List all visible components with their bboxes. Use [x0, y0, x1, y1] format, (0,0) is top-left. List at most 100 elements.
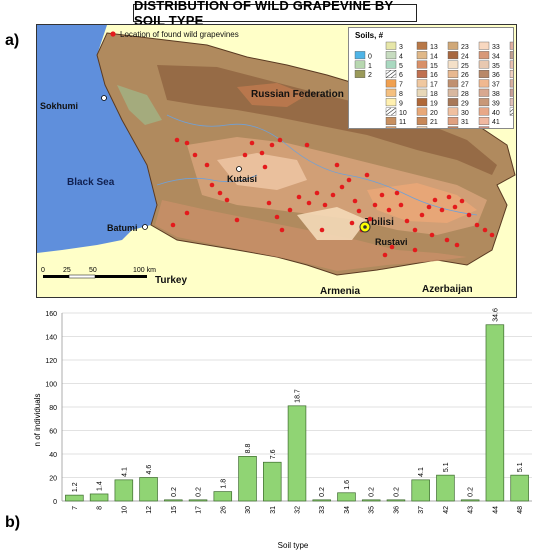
grapevine-point — [217, 190, 223, 196]
black-sea — [37, 25, 157, 253]
soil-code-label: 16 — [430, 72, 438, 79]
grapevine-point — [429, 232, 435, 238]
grapevine-point — [319, 227, 325, 233]
soil-swatch — [478, 98, 490, 107]
grapevine-point — [279, 227, 285, 233]
label-turkey: Turkey — [155, 275, 187, 286]
label-black-sea: Black Sea — [67, 177, 115, 188]
grapevine-point — [259, 150, 265, 156]
bar-value-label: 8.8 — [245, 444, 252, 454]
soil-swatch — [478, 51, 490, 60]
y-tick-label: 60 — [49, 429, 57, 436]
soil-swatch — [509, 51, 521, 60]
soil-swatch — [478, 60, 490, 69]
grapevine-point — [489, 232, 495, 238]
bar-value-label: 4.1 — [418, 467, 425, 477]
soil-code-label: 31 — [461, 119, 469, 126]
label-armenia: Armenia — [320, 286, 360, 297]
grapevine-point — [266, 200, 272, 206]
grapevine-point — [352, 198, 358, 204]
grapevine-point — [174, 137, 180, 143]
bar-value-label: 0.2 — [196, 487, 203, 497]
y-tick-label: 40 — [49, 452, 57, 459]
soil-swatch — [447, 51, 459, 60]
bar — [139, 477, 158, 502]
grapevine-point — [184, 210, 190, 216]
soil-swatch — [354, 70, 366, 78]
bar-value-label: 7.6 — [270, 449, 277, 459]
soil-swatch — [447, 79, 459, 88]
bar-value-label: 1.8 — [220, 479, 227, 489]
grapevine-point — [184, 140, 190, 146]
soil-swatch — [385, 79, 397, 88]
bar-value-label: 34.6 — [492, 308, 499, 322]
scale-bar: 0 25 50 100 km — [41, 267, 156, 279]
bar — [386, 499, 406, 502]
bar-value-label: 0.2 — [369, 487, 376, 497]
soil-swatch — [416, 116, 428, 125]
sokhumi-marker — [101, 95, 107, 101]
grapevine-point — [234, 217, 240, 223]
scale-label: 50 — [89, 267, 97, 274]
soil-code-label: 5 — [399, 63, 403, 70]
soil-code-label: 23 — [461, 44, 469, 51]
soils-legend-canvas: Soils, # 0123456789101112131415161718192… — [354, 31, 531, 136]
grapevine-point — [482, 227, 488, 233]
grapevine-point — [382, 252, 388, 258]
x-tick-label: 43 — [468, 506, 475, 514]
x-tick-label: 17 — [196, 506, 203, 514]
y-tick-label: 120 — [45, 358, 57, 365]
grapevine-point — [389, 244, 395, 250]
bar — [89, 493, 109, 502]
soil-swatch — [478, 88, 490, 97]
soil-code-label: 39 — [492, 100, 500, 107]
soil-code-label: 25 — [461, 63, 469, 70]
soil-swatch — [447, 98, 459, 107]
x-tick-label: 36 — [393, 506, 400, 514]
soil-swatch — [416, 41, 428, 50]
panel-a-label: a) — [5, 32, 20, 49]
grapevine-point — [404, 218, 410, 224]
soil-code-label: 30 — [461, 110, 469, 117]
soil-swatch — [509, 79, 521, 88]
grapevine-point — [367, 216, 373, 222]
soil-swatch — [447, 116, 459, 125]
grapevine-point — [322, 202, 328, 208]
grapevine-point — [412, 247, 418, 253]
grapevine-point — [274, 214, 280, 220]
x-tick-label: 34 — [344, 506, 351, 514]
grapevine-point — [419, 212, 425, 218]
bar — [213, 491, 233, 502]
soil-code-label: 34 — [492, 53, 500, 60]
x-tick-label: 30 — [245, 506, 252, 514]
soil-swatch — [478, 116, 490, 125]
bar — [188, 499, 208, 502]
bar-value-label: 0.2 — [393, 487, 400, 497]
soil-swatch — [416, 88, 428, 97]
grapevine-point — [330, 192, 336, 198]
bar — [238, 456, 257, 502]
grapevine-point — [446, 194, 452, 200]
grapevine-point — [170, 222, 176, 228]
soil-swatch — [478, 70, 490, 78]
soil-swatch — [447, 88, 459, 97]
bar — [337, 492, 356, 502]
bar — [485, 324, 505, 502]
soil-code-label: 1 — [368, 63, 372, 70]
soil-swatch — [354, 60, 366, 69]
soil-code-label: 11 — [399, 119, 406, 126]
x-tick-label: 42 — [443, 506, 450, 514]
soil-swatch — [447, 70, 459, 78]
batumi-marker — [142, 224, 148, 230]
map-canvas: Russian Federation Sokhumi Kutaisi Black… — [37, 25, 516, 297]
soil-code-label: 19 — [430, 100, 438, 107]
x-axis-label: Soil type — [278, 541, 309, 550]
grapevine-point — [466, 212, 472, 218]
y-tick-label: 20 — [49, 476, 57, 483]
soil-swatch — [385, 116, 397, 125]
soil-swatch — [416, 51, 428, 60]
soil-code-label: 36 — [492, 72, 500, 79]
grapevine-point — [334, 162, 340, 168]
grapevine-point — [204, 162, 210, 168]
grapevine-point — [304, 142, 310, 148]
